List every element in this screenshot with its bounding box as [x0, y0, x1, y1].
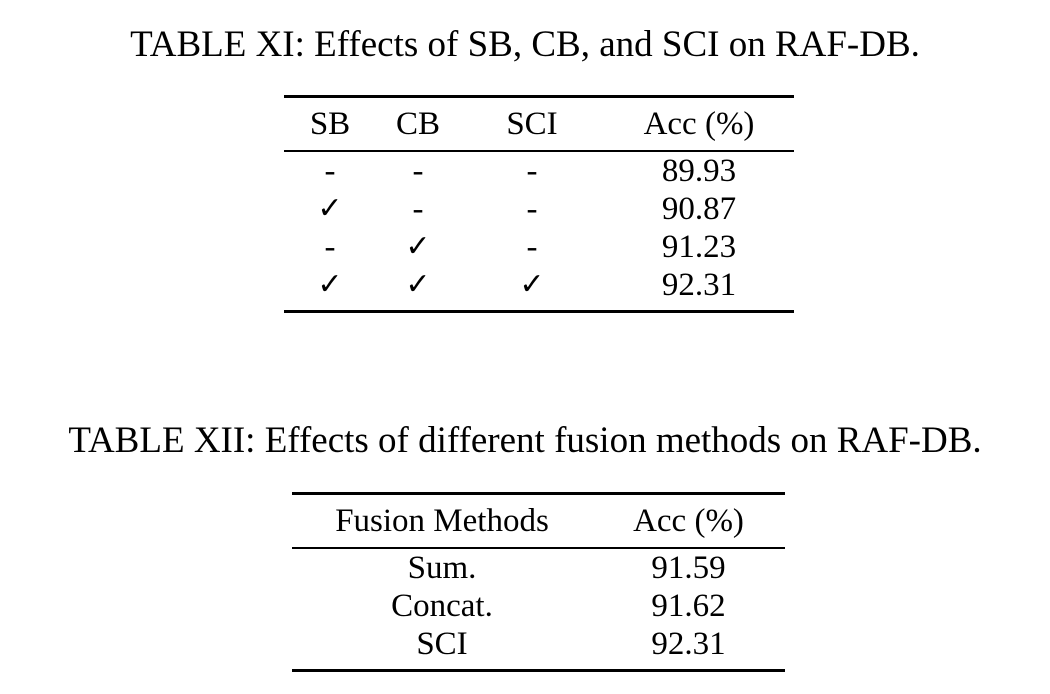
cell-acc: 91.23 [661, 229, 737, 265]
table-row: ✓ ✓ ✓ 92.31 [284, 266, 794, 312]
table-11-header-row: SB CB SCI Acc (%) [284, 97, 794, 152]
cell-sb: - [324, 229, 336, 265]
checkmark-icon: ✓ [317, 267, 343, 302]
table-11-caption: TABLE XI: Effects of SB, CB, and SCI on … [130, 24, 920, 65]
table-row: ✓ - - 90.87 [284, 190, 794, 228]
cell-cb: - [412, 191, 424, 227]
cell-sci: - [526, 229, 538, 265]
cell-acc-best: 92.31 [651, 626, 726, 662]
cell-method: Concat. [391, 588, 493, 624]
table-12-header-row: Fusion Methods Acc (%) [292, 494, 785, 549]
table-11: SB CB SCI Acc (%) - - - 89.93 ✓ - - 90.8… [284, 95, 794, 313]
table-row: SCI 92.31 [292, 625, 785, 671]
cell-sb: - [324, 153, 336, 189]
cell-acc-best: 92.31 [661, 267, 737, 303]
header-sci: SCI [506, 106, 558, 142]
table-row: Sum. 91.59 [292, 548, 785, 587]
header-sb: SB [309, 106, 351, 142]
table-row: - ✓ - 91.23 [284, 228, 794, 266]
cell-method: SCI [416, 626, 468, 662]
header-cb: CB [395, 106, 441, 142]
checkmark-icon: ✓ [317, 191, 343, 226]
cell-acc: 91.59 [651, 550, 726, 586]
header-acc: Acc (%) [643, 106, 755, 142]
checkmark-icon: ✓ [405, 229, 431, 264]
table-row: Concat. 91.62 [292, 587, 785, 625]
checkmark-icon: ✓ [405, 267, 431, 302]
cell-method: Sum. [407, 550, 477, 586]
table-12: Fusion Methods Acc (%) Sum. 91.59 Concat… [292, 492, 785, 672]
header-acc: Acc (%) [633, 503, 744, 539]
cell-sci: - [526, 191, 538, 227]
cell-sci: - [526, 153, 538, 189]
table-row: - - - 89.93 [284, 151, 794, 190]
cell-acc: 91.62 [651, 588, 726, 624]
header-fusion-methods: Fusion Methods [335, 503, 549, 539]
cell-acc: 90.87 [661, 191, 737, 227]
checkmark-icon: ✓ [519, 267, 545, 302]
cell-cb: - [412, 153, 424, 189]
table-12-caption: TABLE XII: Effects of different fusion m… [68, 420, 982, 461]
cell-acc: 89.93 [661, 153, 737, 189]
